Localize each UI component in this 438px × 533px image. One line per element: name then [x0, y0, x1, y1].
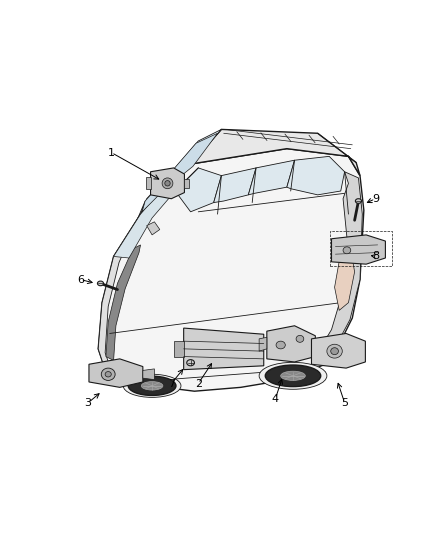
- Polygon shape: [98, 149, 364, 391]
- Text: 5: 5: [341, 398, 348, 408]
- Polygon shape: [335, 245, 355, 310]
- Polygon shape: [106, 245, 141, 360]
- Polygon shape: [142, 133, 218, 212]
- Ellipse shape: [343, 247, 351, 254]
- Text: 8: 8: [372, 252, 379, 262]
- Polygon shape: [146, 177, 151, 189]
- Polygon shape: [147, 222, 160, 235]
- Text: 3: 3: [85, 398, 92, 408]
- Ellipse shape: [162, 178, 173, 189]
- Text: 1: 1: [108, 148, 115, 158]
- Polygon shape: [174, 341, 184, 357]
- Polygon shape: [248, 160, 294, 195]
- Ellipse shape: [276, 341, 285, 349]
- Ellipse shape: [123, 374, 181, 398]
- Polygon shape: [318, 172, 362, 363]
- Ellipse shape: [355, 199, 361, 203]
- Ellipse shape: [101, 368, 115, 381]
- Polygon shape: [191, 130, 360, 175]
- Ellipse shape: [141, 382, 163, 390]
- Text: 7: 7: [168, 378, 175, 389]
- Polygon shape: [184, 179, 189, 188]
- Polygon shape: [143, 369, 155, 379]
- Polygon shape: [98, 201, 145, 384]
- Text: 4: 4: [272, 394, 279, 404]
- Polygon shape: [267, 326, 315, 362]
- Polygon shape: [311, 334, 365, 368]
- Polygon shape: [89, 359, 143, 387]
- Text: 6: 6: [77, 274, 84, 285]
- Bar: [330, 231, 392, 265]
- Ellipse shape: [327, 344, 342, 358]
- Polygon shape: [184, 328, 264, 370]
- Ellipse shape: [105, 372, 111, 377]
- Ellipse shape: [187, 360, 194, 366]
- Ellipse shape: [331, 348, 339, 354]
- Ellipse shape: [97, 281, 103, 286]
- Ellipse shape: [165, 181, 170, 186]
- Ellipse shape: [296, 335, 304, 342]
- Polygon shape: [151, 168, 184, 199]
- Polygon shape: [113, 187, 175, 258]
- Polygon shape: [259, 337, 267, 351]
- Polygon shape: [287, 156, 345, 195]
- Ellipse shape: [281, 371, 305, 381]
- Text: 2: 2: [195, 378, 202, 389]
- Ellipse shape: [265, 365, 321, 386]
- Polygon shape: [175, 168, 221, 212]
- Ellipse shape: [259, 362, 327, 389]
- Polygon shape: [332, 235, 385, 264]
- Polygon shape: [141, 130, 221, 214]
- Text: 9: 9: [372, 193, 379, 204]
- Ellipse shape: [128, 376, 176, 395]
- Polygon shape: [214, 168, 256, 203]
